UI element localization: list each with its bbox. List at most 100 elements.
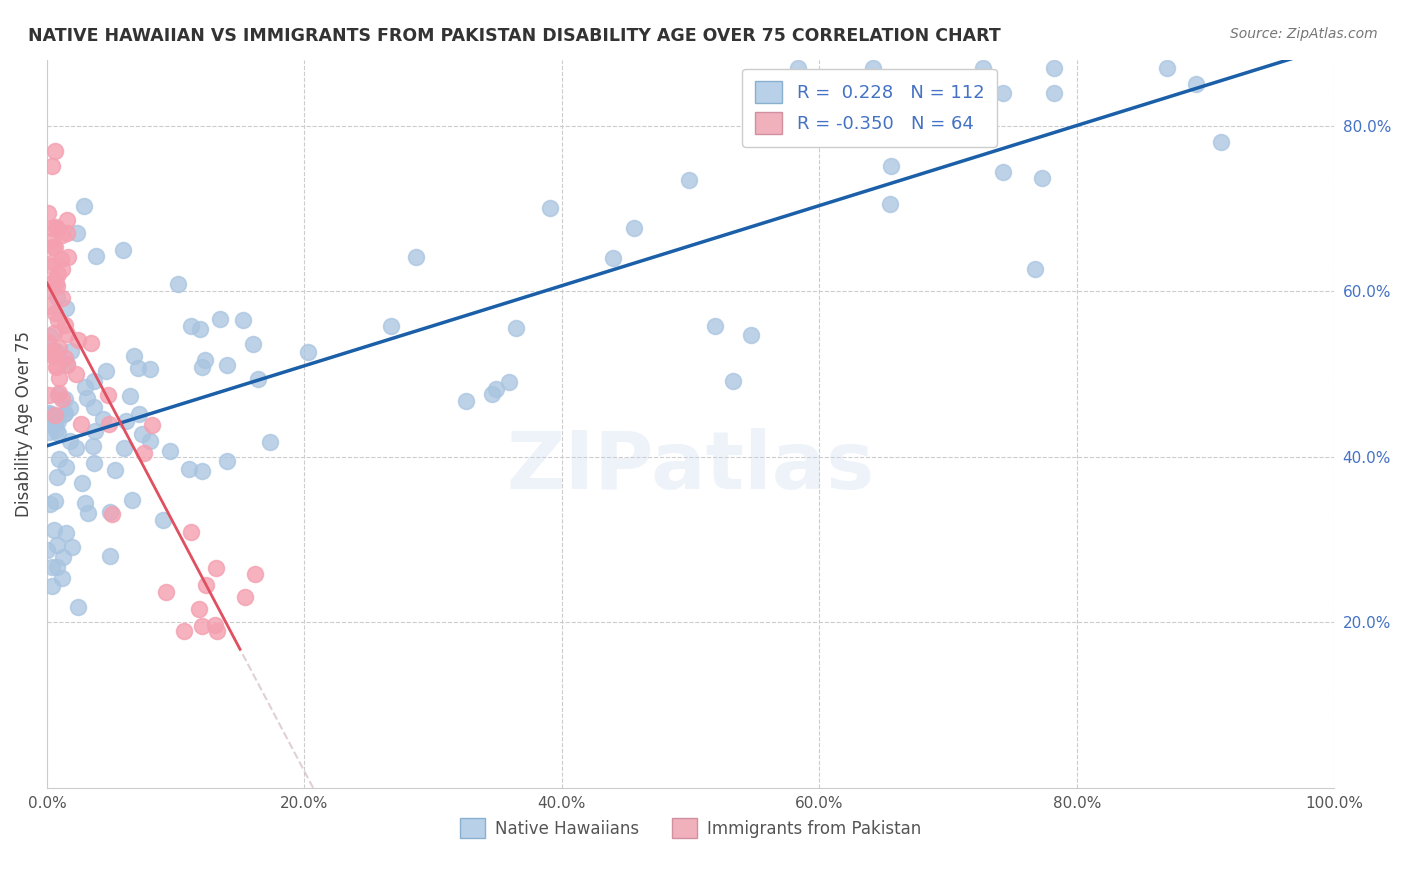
Point bbox=[41, 560, 63, 574]
Point bbox=[380, 319, 402, 334]
Point bbox=[204, 618, 226, 632]
Point bbox=[786, 61, 808, 75]
Point bbox=[48, 452, 70, 467]
Point bbox=[51, 227, 73, 242]
Point bbox=[65, 368, 87, 382]
Point bbox=[51, 291, 73, 305]
Point bbox=[44, 239, 66, 253]
Point bbox=[55, 525, 77, 540]
Point bbox=[52, 549, 75, 564]
Y-axis label: Disability Age Over 75: Disability Age Over 75 bbox=[15, 331, 32, 516]
Point bbox=[39, 348, 62, 362]
Point bbox=[48, 425, 70, 440]
Point bbox=[246, 372, 269, 386]
Point bbox=[42, 344, 65, 359]
Point bbox=[44, 144, 66, 158]
Point bbox=[991, 87, 1014, 101]
Point bbox=[38, 410, 60, 425]
Point bbox=[45, 277, 67, 291]
Point bbox=[538, 202, 561, 216]
Point bbox=[82, 438, 104, 452]
Point bbox=[66, 333, 89, 347]
Point bbox=[623, 220, 645, 235]
Point bbox=[96, 364, 118, 378]
Point bbox=[42, 326, 65, 340]
Point bbox=[38, 406, 60, 420]
Point bbox=[48, 371, 70, 385]
Text: ZIPatlas: ZIPatlas bbox=[506, 428, 875, 507]
Point bbox=[215, 453, 238, 467]
Point bbox=[191, 359, 214, 374]
Legend: Native Hawaiians, Immigrants from Pakistan: Native Hawaiians, Immigrants from Pakist… bbox=[453, 812, 928, 845]
Point bbox=[191, 619, 214, 633]
Point bbox=[498, 375, 520, 389]
Point bbox=[205, 624, 228, 638]
Point bbox=[51, 262, 73, 277]
Point bbox=[76, 506, 98, 520]
Point bbox=[80, 335, 103, 350]
Point bbox=[167, 277, 190, 292]
Point bbox=[993, 165, 1015, 179]
Point bbox=[44, 494, 66, 508]
Point bbox=[55, 301, 77, 316]
Point bbox=[41, 221, 63, 235]
Point bbox=[44, 350, 66, 364]
Point bbox=[55, 460, 77, 475]
Point bbox=[232, 312, 254, 326]
Point bbox=[505, 321, 527, 335]
Point bbox=[120, 389, 142, 403]
Point bbox=[83, 457, 105, 471]
Point bbox=[39, 329, 62, 343]
Point bbox=[53, 318, 76, 333]
Point bbox=[177, 462, 200, 476]
Point bbox=[73, 199, 96, 213]
Point bbox=[83, 400, 105, 414]
Point bbox=[121, 492, 143, 507]
Point bbox=[138, 361, 160, 376]
Point bbox=[188, 321, 211, 335]
Point bbox=[42, 523, 65, 537]
Point bbox=[405, 250, 427, 264]
Point bbox=[37, 407, 59, 421]
Point bbox=[740, 328, 762, 343]
Point bbox=[454, 393, 477, 408]
Point bbox=[678, 173, 700, 187]
Point bbox=[721, 374, 744, 388]
Point bbox=[75, 496, 97, 510]
Point bbox=[134, 446, 156, 460]
Point bbox=[159, 444, 181, 458]
Point bbox=[97, 417, 120, 431]
Point bbox=[704, 319, 727, 334]
Point bbox=[259, 434, 281, 449]
Point bbox=[1211, 136, 1233, 150]
Point bbox=[38, 425, 60, 439]
Point bbox=[51, 252, 73, 266]
Point bbox=[173, 624, 195, 638]
Point bbox=[485, 382, 508, 396]
Point bbox=[70, 475, 93, 490]
Point bbox=[46, 222, 69, 236]
Point bbox=[41, 159, 63, 173]
Point bbox=[46, 469, 69, 483]
Point bbox=[46, 268, 69, 282]
Point bbox=[39, 259, 62, 273]
Point bbox=[194, 353, 217, 368]
Point bbox=[46, 313, 69, 327]
Point bbox=[37, 542, 59, 557]
Point bbox=[45, 219, 67, 234]
Point bbox=[73, 380, 96, 394]
Point bbox=[187, 602, 209, 616]
Point bbox=[131, 427, 153, 442]
Point bbox=[65, 441, 87, 455]
Point bbox=[139, 434, 162, 449]
Point bbox=[38, 388, 60, 402]
Point bbox=[127, 360, 149, 375]
Point bbox=[112, 442, 135, 456]
Point bbox=[1031, 170, 1053, 185]
Point bbox=[1043, 86, 1066, 100]
Point bbox=[45, 538, 67, 552]
Point bbox=[42, 240, 65, 254]
Point bbox=[56, 250, 79, 264]
Point bbox=[1043, 61, 1066, 75]
Point bbox=[204, 560, 226, 574]
